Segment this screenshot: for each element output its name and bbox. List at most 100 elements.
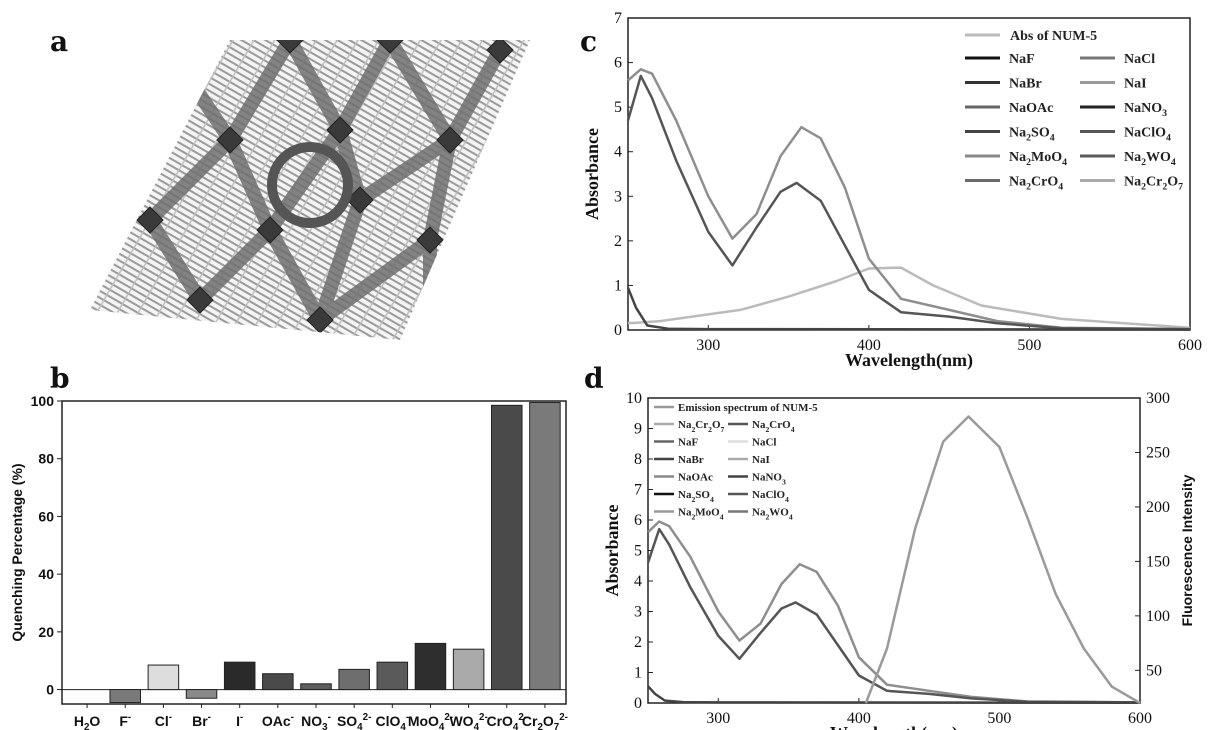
y-tick-label-d: 8: [634, 451, 642, 468]
x-tick-label-d: 600: [1128, 710, 1152, 727]
x-tick-label-c: 400: [857, 337, 881, 354]
legend-entry-d: NaI: [752, 454, 770, 466]
series-line-3: [864, 415, 1141, 705]
metal-node: [376, 40, 404, 54]
x-tick-label-b: Cl-: [155, 712, 172, 729]
y-axis-label-b: Quenching Percentage (%): [9, 463, 25, 641]
y-tick-label-d: 4: [634, 573, 642, 590]
x-tick-label-b: I-: [236, 712, 243, 729]
x-tick-label-b: Cr2O72-: [522, 712, 568, 730]
x-tick-label-c: 500: [1017, 337, 1041, 354]
framework-structure-image: [90, 40, 530, 340]
y-axis-label-c: Absorbance: [582, 128, 602, 220]
y-right-tick-label-d: 200: [1146, 499, 1170, 516]
x-tick-label-d: 300: [706, 710, 730, 727]
y-right-tick-label-d: 100: [1146, 608, 1170, 625]
x-tick-label-d: 500: [987, 710, 1011, 727]
legend-entry-c: NaNO3: [1124, 101, 1167, 119]
y-tick-label-b: 40: [38, 566, 54, 582]
y-right-tick-label-d: 150: [1146, 553, 1170, 570]
y-right-tick-label-d: 50: [1146, 662, 1162, 679]
absorbance-emission-chart: 300 400 500 600 0 1 2 3 4 5 6 7 8 9 10 50 100 150 200 250 30…: [602, 390, 1195, 730]
legend-entry-d: NaBr: [678, 454, 704, 466]
y-tick-label-d: 1: [634, 665, 642, 682]
legend-entry-c: NaOAc: [1009, 101, 1053, 116]
y-tick-label-c: 2: [614, 233, 622, 250]
legend-entry-c: Na2SO4: [1009, 126, 1055, 144]
metal-node: [416, 226, 444, 254]
x-tick-label-d: 400: [847, 710, 871, 727]
x-tick-label-b: SO42-: [337, 712, 371, 730]
bar-7: [338, 668, 370, 691]
legend-entry-c: NaBr: [1009, 77, 1042, 92]
legend-entry-d: Na2Cr2O7: [678, 419, 725, 434]
series-line-3: [626, 287, 1191, 331]
x-tick-label-b: F-: [119, 712, 131, 729]
panel-label-d: d: [584, 362, 604, 395]
panel-label-b: b: [50, 362, 70, 395]
metal-node: [486, 40, 514, 64]
series-line-1: [646, 527, 1141, 704]
y-tick-label-c: 4: [614, 144, 622, 161]
x-tick-label-b: CrO42-: [486, 712, 527, 730]
legend-entry-c: Na2WO4: [1124, 150, 1176, 168]
y-tick-label-b: 60: [38, 508, 54, 524]
y-tick-label-d: 7: [634, 482, 642, 499]
bar-5: [262, 673, 294, 691]
x-tick-label-b: ClO4-: [376, 712, 410, 730]
y-tick-label-d: 2: [634, 634, 642, 651]
y-tick-label-c: 3: [614, 188, 622, 205]
legend-entry-d: Na2MoO4: [678, 507, 724, 522]
y-tick-label-c: 5: [614, 99, 622, 116]
bar-6: [300, 683, 332, 691]
pore-ring: [267, 142, 353, 228]
metal-node: [276, 40, 304, 54]
x-tick-label-b: H2O: [74, 713, 101, 730]
metal-node: [186, 286, 214, 314]
metal-node: [216, 126, 244, 154]
y-tick-label-c: 0: [614, 322, 622, 339]
y-tick-label-b: 20: [38, 624, 54, 640]
metal-node: [416, 316, 444, 340]
y-tick-label-d: 0: [634, 695, 642, 712]
legend-entry-d: NaClO4: [752, 489, 789, 504]
legend-entry-c: Na2CrO4: [1009, 175, 1063, 193]
plot-frame-d: [647, 397, 1141, 704]
legend-entry-d: NaOAc: [678, 472, 713, 484]
y-axis-label-d: Absorbance: [602, 504, 622, 596]
metal-node: [436, 126, 464, 154]
bar-8: [376, 661, 409, 691]
y-right-tick-label-d: 250: [1146, 444, 1170, 461]
y-tick-label-b: 0: [46, 682, 54, 698]
bar-3: [185, 689, 218, 699]
plot-frame-b: [61, 400, 567, 705]
bar-11: [491, 404, 523, 691]
y-right-tick-label-d: 300: [1146, 390, 1170, 407]
legend-entry-c: NaClO4: [1124, 126, 1171, 144]
legend-entry-d: Na2WO4: [752, 507, 793, 522]
panel-label-a: a: [50, 25, 68, 58]
series-line-0: [647, 520, 1141, 704]
metal-node: [326, 116, 354, 144]
metal-node: [156, 40, 184, 64]
x-axis-label-c: Wavelength(nm): [845, 350, 973, 371]
y-axis-right-label-d: Fluorescence Intensity: [1179, 474, 1195, 626]
bar-2: [147, 664, 180, 691]
y-tick-label-d: 3: [634, 604, 642, 621]
y-tick-label-d: 6: [634, 512, 642, 529]
x-tick-label-b: Br-: [192, 712, 211, 729]
series-line-0: [627, 266, 1191, 330]
metal-node: [136, 206, 164, 234]
series-line-1: [627, 68, 1191, 331]
x-tick-label-b: NO3-: [301, 712, 331, 730]
bar-10: [452, 648, 485, 691]
legend-entry-d: Na2CrO4: [752, 419, 795, 434]
legend-entry-d: NaNO3: [752, 472, 786, 487]
legend-entry-c: Na2Cr2O7: [1124, 175, 1183, 193]
x-tick-label-b: MoO42-: [408, 712, 453, 730]
panel-label-c: c: [580, 25, 597, 58]
y-tick-label-b: 80: [38, 451, 54, 467]
y-tick-label-d: 9: [634, 421, 642, 438]
legend-entry-c: Na2MoO4: [1009, 150, 1067, 168]
legend-entry-d: NaF: [678, 437, 698, 449]
